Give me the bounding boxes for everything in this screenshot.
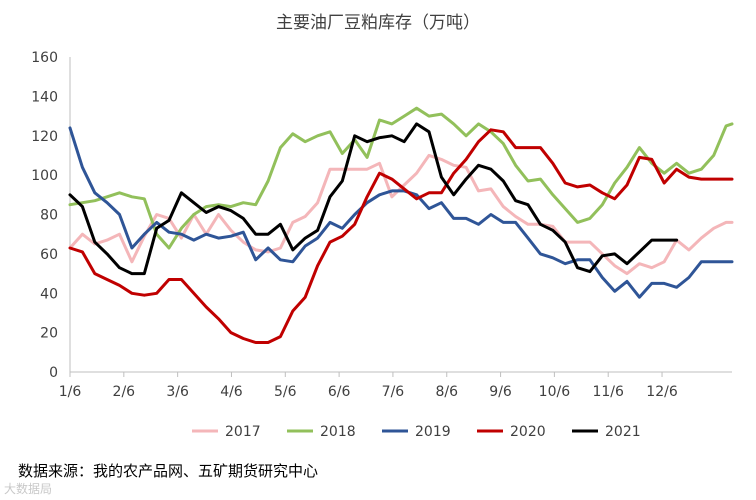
x-tick-label: 9/6 [489, 384, 512, 400]
legend-label-2017: 2017 [225, 424, 261, 440]
legend-label-2018: 2018 [320, 424, 356, 440]
y-tick-label: 80 [40, 208, 58, 224]
x-tick-label: 6/6 [328, 384, 351, 400]
x-tick-label: 7/6 [382, 384, 405, 400]
x-tick-label: 12/6 [646, 384, 678, 400]
y-tick-label: 20 [40, 326, 58, 342]
y-tick-label: 140 [31, 89, 58, 105]
series-line-2020 [68, 128, 734, 344]
y-tick-label: 120 [31, 129, 58, 145]
watermark: 大数据局 [4, 482, 53, 496]
y-axis-ticks: 0 20 40 60 80 100 120 140 160 [31, 50, 58, 381]
x-tick-label: 4/6 [220, 384, 243, 400]
x-axis-ticks: 1/6 2/6 3/6 4/6 5/6 6/6 7/6 8/6 9/6 10/6 11/6 12/6 [59, 372, 678, 400]
x-tick-label: 1/6 [59, 384, 82, 400]
x-tick-label: 8/6 [435, 384, 458, 400]
series-line-2018 [68, 106, 734, 250]
data-source-note: 数据来源：我的农产品网、五矿期货研究中心 [18, 462, 319, 480]
series-line-2019 [68, 126, 734, 299]
chart-legend: 2017 2018 2019 2020 2021 [192, 424, 641, 440]
y-tick-label: 40 [40, 286, 58, 302]
y-tick-label: 0 [49, 365, 58, 381]
legend-label-2021: 2021 [605, 424, 641, 440]
series-line-2017 [68, 153, 734, 276]
y-tick-label: 100 [31, 168, 58, 184]
y-tick-label: 60 [40, 247, 58, 263]
x-tick-label: 3/6 [166, 384, 189, 400]
x-tick-label: 5/6 [274, 384, 297, 400]
chart-axes [69, 57, 732, 373]
x-tick-label: 10/6 [539, 384, 571, 400]
series-lines [68, 106, 734, 344]
legend-label-2019: 2019 [415, 424, 451, 440]
x-tick-label: 11/6 [592, 384, 624, 400]
y-tick-label: 160 [31, 50, 58, 66]
legend-label-2020: 2020 [510, 424, 546, 440]
x-tick-label: 2/6 [113, 384, 136, 400]
series-line-2021 [68, 122, 679, 276]
chart-title: 主要油厂豆粕库存（万吨） [276, 13, 480, 33]
